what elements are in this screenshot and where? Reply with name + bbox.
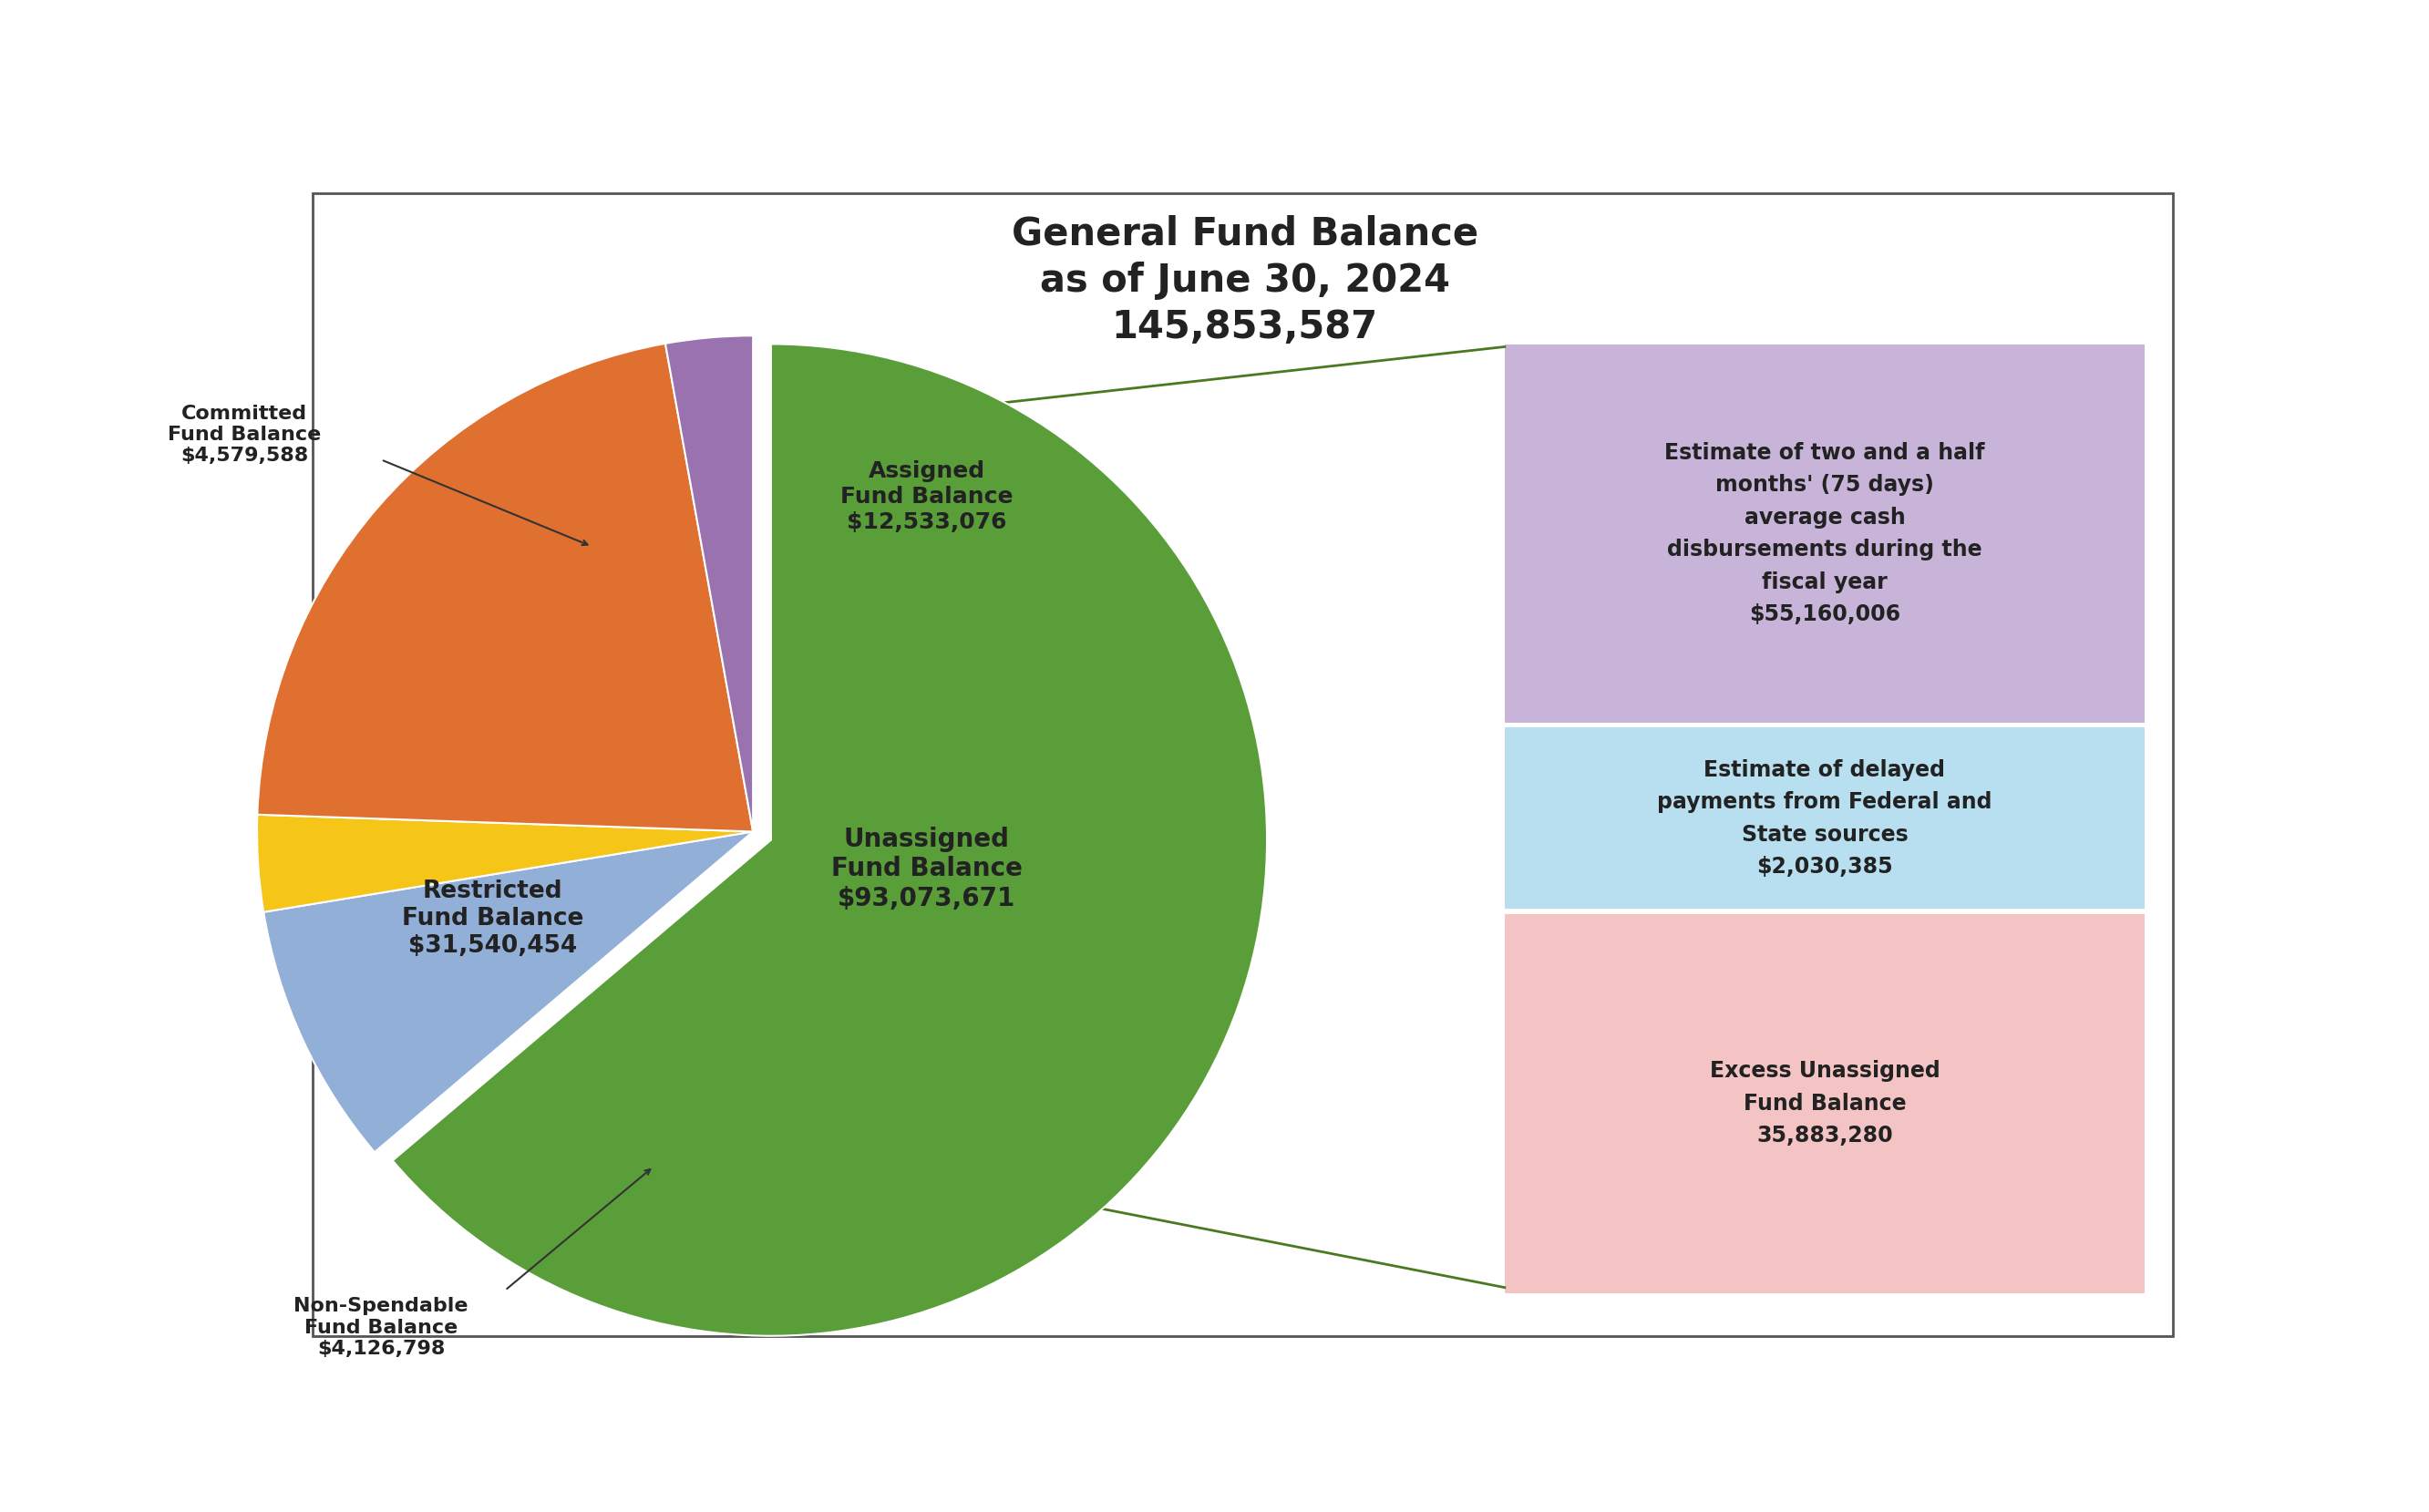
Wedge shape	[265, 832, 753, 1152]
Text: General Fund Balance: General Fund Balance	[1010, 215, 1479, 253]
Bar	[1504, 345, 2145, 723]
Text: Assigned
Fund Balance
$12,533,076: Assigned Fund Balance $12,533,076	[840, 461, 1013, 534]
Text: Estimate of delayed
payments from Federal and
State sources
$2,030,385: Estimate of delayed payments from Federa…	[1657, 759, 1992, 877]
Text: 145,853,587: 145,853,587	[1112, 308, 1377, 346]
Text: as of June 30, 2024: as of June 30, 2024	[1040, 262, 1450, 299]
Text: Restricted
Fund Balance
$31,540,454: Restricted Fund Balance $31,540,454	[401, 878, 583, 957]
Text: Committed
Fund Balance
$4,579,588: Committed Fund Balance $4,579,588	[168, 405, 321, 466]
Text: Non-Spendable
Fund Balance
$4,126,798: Non-Spendable Fund Balance $4,126,798	[294, 1297, 469, 1358]
Bar	[1504, 913, 2145, 1293]
Wedge shape	[257, 343, 753, 832]
Wedge shape	[393, 345, 1268, 1337]
Text: Estimate of two and a half
months' (75 days)
average cash
disbursements during t: Estimate of two and a half months' (75 d…	[1664, 442, 1984, 626]
Text: Unassigned
Fund Balance
$93,073,671: Unassigned Fund Balance $93,073,671	[831, 827, 1023, 912]
Wedge shape	[666, 336, 753, 832]
Bar	[1504, 727, 2145, 909]
Text: Excess Unassigned
Fund Balance
35,883,280: Excess Unassigned Fund Balance 35,883,28…	[1710, 1060, 1941, 1146]
Wedge shape	[257, 815, 753, 912]
